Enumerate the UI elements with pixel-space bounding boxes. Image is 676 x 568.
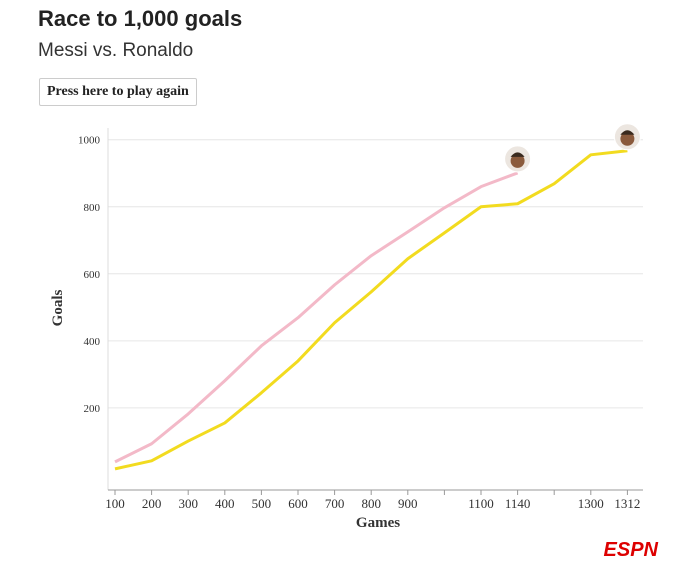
x-tick-label: 200 (142, 496, 162, 511)
x-tick-label: 1140 (505, 496, 531, 511)
subtitle: Messi vs. Ronaldo (38, 40, 194, 61)
x-tick-label: 700 (325, 496, 345, 511)
player-hair (620, 130, 635, 135)
y-tick-label: 800 (84, 202, 101, 214)
title: Race to 1,000 goals (38, 6, 243, 31)
player-face (620, 131, 635, 146)
x-tick-label: 100 (105, 496, 125, 511)
x-tick-label: 800 (361, 496, 381, 511)
y-axis-title: Goals (50, 290, 66, 327)
x-tick-label: 1100 (468, 496, 494, 511)
x-tick-label: 900 (398, 496, 418, 511)
y-tick-label: 600 (84, 269, 101, 281)
y-tick-label: 400 (84, 336, 101, 348)
player-hair (510, 152, 525, 157)
espn-logo: ESPN (604, 539, 659, 561)
x-tick-label: 1312 (614, 496, 640, 511)
x-tick-label: 300 (178, 496, 198, 511)
x-tick-label: 600 (288, 496, 308, 511)
player-face (510, 153, 525, 168)
series-line (114, 149, 628, 471)
series-line (114, 171, 519, 464)
y-tick-label: 200 (84, 403, 101, 415)
replay-button[interactable]: Press here to play again (39, 78, 197, 106)
x-tick-label: 400 (215, 496, 235, 511)
x-axis-title: Games (356, 515, 400, 531)
x-tick-label: 500 (252, 496, 272, 511)
y-tick-label: 1000 (78, 135, 101, 147)
x-tick-label: 1300 (578, 496, 604, 511)
